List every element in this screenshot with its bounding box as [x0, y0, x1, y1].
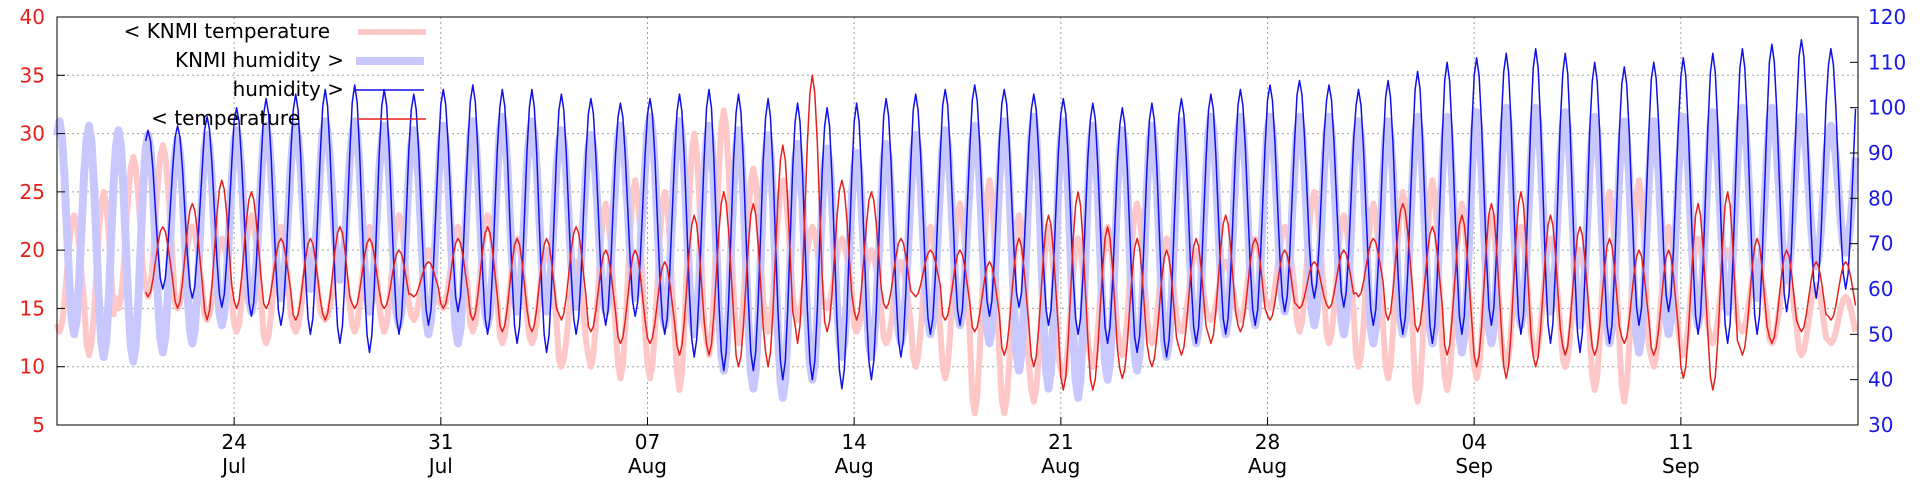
right-tick-label: 80	[1868, 186, 1893, 210]
x-tick-month: Aug	[628, 454, 667, 478]
series-layer	[53, 38, 1860, 417]
humidity-line	[144, 38, 1857, 390]
right-tick-label: 60	[1868, 277, 1893, 301]
plot-frame	[56, 16, 1859, 426]
right-tick-label: 50	[1868, 322, 1893, 346]
right-tick-label: 90	[1868, 141, 1893, 165]
left-tick-label: 10	[20, 355, 45, 379]
right-y-axis: 30 40 50 60 70 80 90 100 110 120	[1850, 5, 1906, 437]
x-tick-day: 11	[1668, 430, 1693, 454]
left-tick-label: 5	[32, 413, 45, 437]
x-tick-month: Aug	[1248, 454, 1287, 478]
legend-label: < temperature	[151, 106, 300, 130]
x-tick-day: 04	[1461, 430, 1486, 454]
x-tick-day: 21	[1048, 430, 1073, 454]
left-tick-label: 15	[20, 296, 45, 320]
x-tick-month: Sep	[1662, 454, 1700, 478]
legend-label: humidity >	[233, 77, 344, 101]
legend-label: KNMI humidity >	[175, 48, 344, 72]
right-tick-label: 70	[1868, 232, 1893, 256]
right-tick-label: 40	[1868, 368, 1893, 392]
left-tick-label: 35	[20, 63, 45, 87]
x-tick-month: Aug	[1041, 454, 1080, 478]
temperature-line	[144, 74, 1857, 391]
x-tick-month: Jul	[220, 454, 246, 478]
right-tick-label: 110	[1868, 50, 1906, 74]
x-tick-day: 28	[1255, 430, 1280, 454]
x-tick-month: Jul	[427, 454, 453, 478]
left-tick-label: 40	[20, 5, 45, 29]
left-y-axis: 5 10 15 20 25 30 35 40	[20, 5, 65, 437]
x-tick-month: Aug	[835, 454, 874, 478]
x-tick-day: 14	[841, 430, 866, 454]
left-tick-label: 25	[20, 180, 45, 204]
legend: < KNMI temperature KNMI humidity > humidit…	[124, 19, 426, 130]
x-tick-day: 31	[428, 430, 453, 454]
right-tick-label: 120	[1868, 5, 1906, 29]
right-tick-label: 100	[1868, 96, 1906, 120]
left-tick-label: 20	[20, 238, 45, 262]
legend-label: < KNMI temperature	[124, 19, 330, 43]
right-tick-label: 30	[1868, 413, 1893, 437]
left-tick-label: 30	[20, 122, 45, 146]
x-tick-month: Sep	[1455, 454, 1493, 478]
x-tick-day: 07	[635, 430, 660, 454]
x-tick-day: 24	[221, 430, 246, 454]
